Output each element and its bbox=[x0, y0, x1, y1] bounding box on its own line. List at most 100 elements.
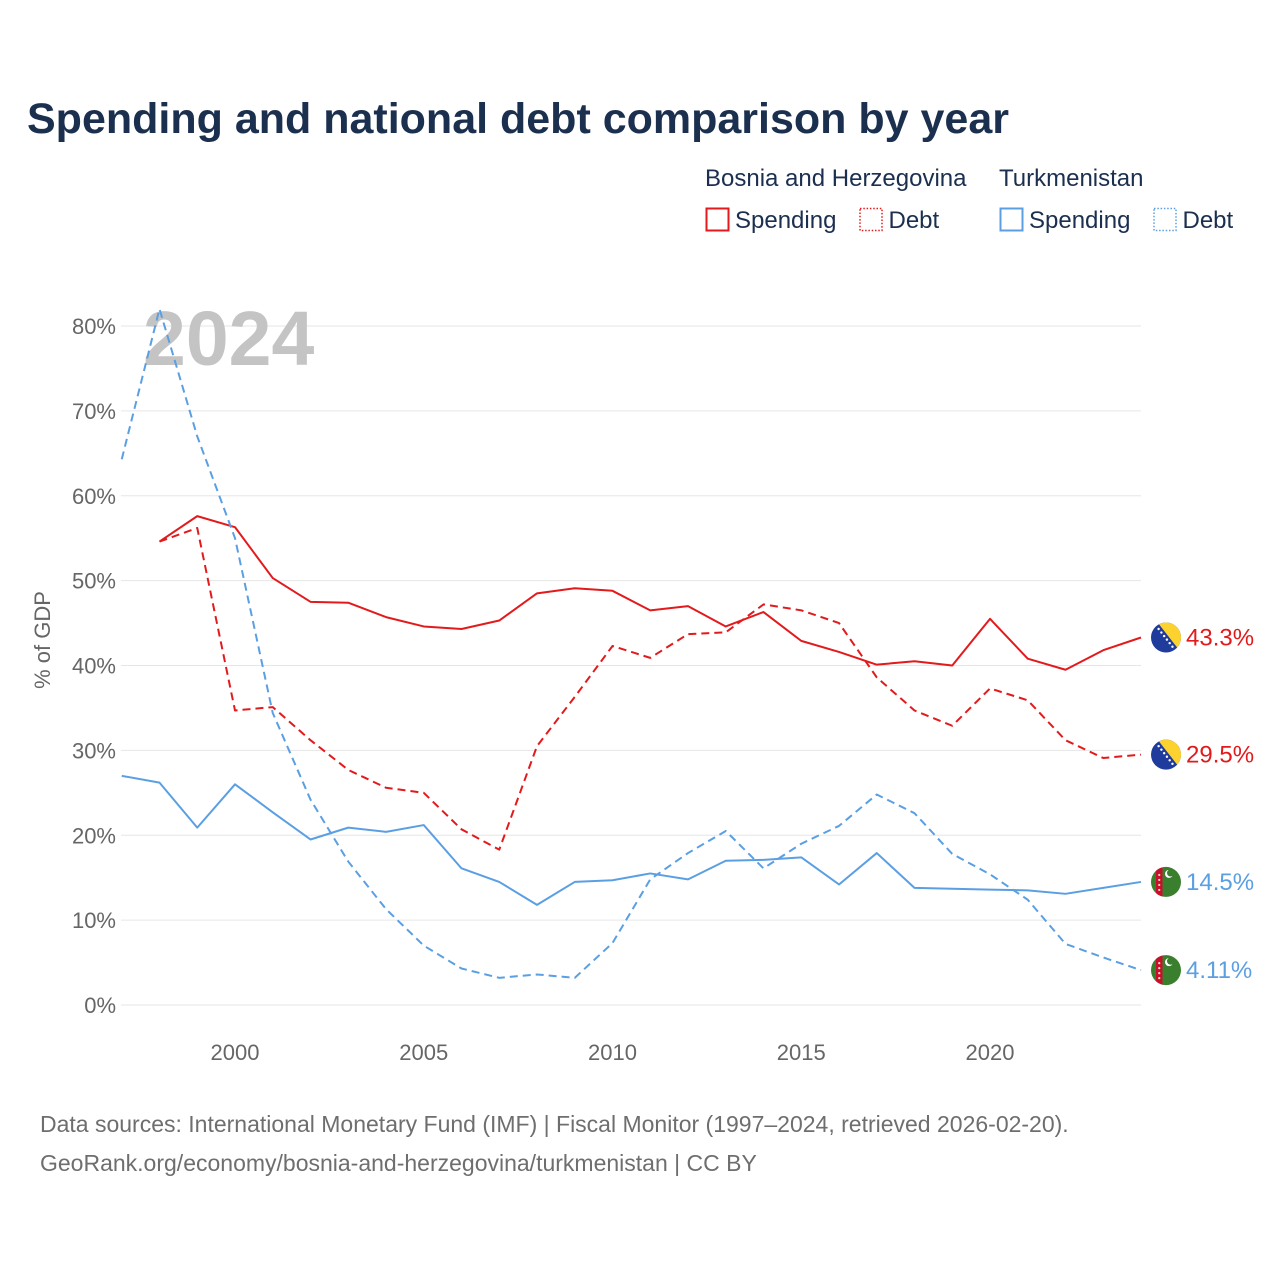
data-point-turkmenistan-spending-2018 bbox=[912, 885, 918, 891]
data-point-turkmenistan-spending-2004 bbox=[383, 829, 389, 835]
data-point-turkmenistan-spending-2008 bbox=[534, 902, 540, 908]
legend-item-turkmenistan-debt: Debt bbox=[1153, 207, 1234, 234]
data-point-bosnia-and-herzegovina-spending-2005 bbox=[421, 623, 427, 629]
dotted-line-swatch-icon bbox=[1153, 207, 1177, 232]
series-line-turkmenistan-debt bbox=[120, 308, 1142, 979]
data-point-turkmenistan-debt-2006 bbox=[459, 966, 465, 972]
data-point-turkmenistan-spending-2019 bbox=[949, 886, 955, 892]
x-tick-label: 2005 bbox=[399, 1040, 448, 1065]
data-point-turkmenistan-debt-2023 bbox=[1100, 954, 1106, 960]
y-tick-label: 70% bbox=[72, 399, 116, 424]
data-point-bosnia-and-herzegovina-debt-2006 bbox=[459, 826, 465, 832]
data-point-turkmenistan-debt-1998 bbox=[157, 306, 163, 312]
data-point-bosnia-and-herzegovina-debt-2012 bbox=[685, 631, 691, 637]
data-point-turkmenistan-spending-1997 bbox=[119, 773, 125, 779]
data-point-bosnia-and-herzegovina-debt-2002 bbox=[308, 737, 314, 743]
legend-country-label: Turkmenistan bbox=[999, 165, 1144, 192]
y-tick-label: 50% bbox=[72, 569, 116, 594]
legend-item-bosnia-and-herzegovina-spending: Spending bbox=[705, 207, 836, 234]
data-point-bosnia-and-herzegovina-debt-2000 bbox=[232, 707, 238, 713]
data-point-turkmenistan-debt-2000 bbox=[232, 535, 238, 541]
plot-series bbox=[119, 306, 1144, 979]
data-point-bosnia-and-herzegovina-spending-2020 bbox=[987, 616, 993, 622]
data-point-turkmenistan-debt-2012 bbox=[685, 850, 691, 856]
data-point-bosnia-and-herzegovina-spending-2009 bbox=[572, 585, 578, 591]
data-point-turkmenistan-debt-1999 bbox=[194, 433, 200, 439]
data-point-turkmenistan-spending-2010 bbox=[610, 877, 616, 883]
series-line-turkmenistan-spending bbox=[121, 774, 1142, 906]
x-tick-label: 2010 bbox=[588, 1040, 637, 1065]
data-point-bosnia-and-herzegovina-spending-2000 bbox=[232, 524, 238, 530]
data-point-bosnia-and-herzegovina-spending-2002 bbox=[308, 599, 314, 605]
bosnia-and-herzegovina-flag-icon bbox=[1151, 622, 1182, 653]
data-point-bosnia-and-herzegovina-spending-2023 bbox=[1100, 647, 1106, 653]
data-point-turkmenistan-spending-2021 bbox=[1025, 887, 1031, 893]
y-axis-title: % of GDP bbox=[30, 591, 55, 689]
data-point-turkmenistan-spending-2016 bbox=[836, 881, 842, 887]
data-point-bosnia-and-herzegovina-spending-2019 bbox=[949, 663, 955, 669]
data-point-turkmenistan-debt-2013 bbox=[723, 828, 729, 834]
data-point-bosnia-and-herzegovina-debt-2015 bbox=[798, 607, 804, 613]
data-point-turkmenistan-spending-2011 bbox=[647, 870, 653, 876]
footer-sources: Data sources: International Monetary Fun… bbox=[40, 1111, 1069, 1137]
series-turkmenistan-debt bbox=[119, 306, 1144, 979]
data-point-turkmenistan-debt-2004 bbox=[383, 906, 389, 912]
data-point-bosnia-and-herzegovina-spending-2013 bbox=[723, 623, 729, 629]
data-point-turkmenistan-spending-2014 bbox=[761, 857, 767, 863]
data-point-turkmenistan-debt-2024 bbox=[1138, 967, 1144, 973]
data-point-turkmenistan-spending-2003 bbox=[345, 825, 351, 831]
data-point-bosnia-and-herzegovina-debt-2017 bbox=[874, 674, 880, 680]
series-bosnia-and-herzegovina-spending bbox=[158, 513, 1142, 671]
data-point-bosnia-and-herzegovina-spending-1999 bbox=[194, 513, 200, 519]
data-point-bosnia-and-herzegovina-debt-2009 bbox=[572, 694, 578, 700]
turkmenistan-flag-icon bbox=[1151, 955, 1181, 986]
footer-attribution: GeoRank.org/economy/bosnia-and-herzegovi… bbox=[40, 1150, 757, 1176]
data-point-turkmenistan-debt-2014 bbox=[761, 865, 767, 871]
data-point-turkmenistan-debt-2018 bbox=[912, 810, 918, 816]
legend-group-bosnia-and-herzegovina: Bosnia and Herzegovina Spending Debt bbox=[705, 165, 967, 234]
data-point-turkmenistan-debt-1997 bbox=[119, 456, 125, 462]
y-tick-label: 0% bbox=[84, 993, 116, 1018]
legend-country-label: Bosnia and Herzegovina bbox=[705, 165, 967, 192]
data-point-bosnia-and-herzegovina-spending-2006 bbox=[459, 626, 465, 632]
data-point-bosnia-and-herzegovina-debt-2010 bbox=[610, 643, 616, 649]
y-tick-label: 10% bbox=[72, 908, 116, 933]
data-point-turkmenistan-debt-2020 bbox=[987, 871, 993, 877]
y-tick-label: 20% bbox=[72, 823, 116, 848]
legend-measure-label: Spending bbox=[735, 207, 836, 234]
data-point-bosnia-and-herzegovina-debt-2005 bbox=[421, 790, 427, 796]
data-point-turkmenistan-debt-2011 bbox=[647, 876, 653, 882]
data-point-turkmenistan-spending-2006 bbox=[459, 865, 465, 871]
x-tick-label: 2015 bbox=[777, 1040, 826, 1065]
data-point-turkmenistan-debt-2022 bbox=[1063, 941, 1069, 947]
data-point-turkmenistan-spending-2013 bbox=[723, 858, 729, 864]
series-line-bosnia-and-herzegovina-debt bbox=[159, 527, 1142, 851]
y-tick-label: 40% bbox=[72, 654, 116, 679]
legend-measure-label: Debt bbox=[1183, 207, 1234, 234]
data-point-bosnia-and-herzegovina-spending-2001 bbox=[270, 575, 276, 581]
data-point-bosnia-and-herzegovina-spending-2012 bbox=[685, 603, 691, 609]
legend-group-turkmenistan: Turkmenistan Spending Debt bbox=[999, 165, 1234, 234]
data-point-turkmenistan-spending-2002 bbox=[308, 836, 314, 842]
data-point-bosnia-and-herzegovina-spending-2004 bbox=[383, 614, 389, 620]
series-bosnia-and-herzegovina-debt bbox=[159, 527, 1142, 851]
data-point-turkmenistan-spending-2012 bbox=[685, 876, 691, 882]
data-point-bosnia-and-herzegovina-spending-2014 bbox=[761, 609, 767, 615]
data-point-turkmenistan-spending-2024 bbox=[1138, 879, 1144, 885]
end-label-turkmenistan-spending: 14.5% bbox=[1186, 869, 1254, 896]
data-point-bosnia-and-herzegovina-debt-2013 bbox=[723, 629, 729, 635]
data-point-turkmenistan-debt-2010 bbox=[610, 940, 616, 946]
turkmenistan-flag-icon bbox=[1151, 866, 1181, 897]
year-watermark: 2024 bbox=[143, 296, 314, 382]
data-point-bosnia-and-herzegovina-debt-2004 bbox=[383, 785, 389, 791]
data-point-bosnia-and-herzegovina-debt-2011 bbox=[647, 655, 653, 661]
end-labels: 43.3% 29.5% 14.5% 4.11% bbox=[1151, 622, 1254, 986]
data-point-turkmenistan-spending-2005 bbox=[421, 822, 427, 828]
data-point-turkmenistan-debt-2005 bbox=[421, 943, 427, 949]
series-line-bosnia-and-herzegovina-spending bbox=[158, 515, 1142, 671]
data-point-turkmenistan-debt-2019 bbox=[949, 851, 955, 857]
end-label-group-bosnia-and-herzegovina-spending: 43.3% bbox=[1151, 622, 1254, 653]
data-point-turkmenistan-spending-2009 bbox=[572, 879, 578, 885]
data-point-bosnia-and-herzegovina-debt-2022 bbox=[1063, 737, 1069, 743]
